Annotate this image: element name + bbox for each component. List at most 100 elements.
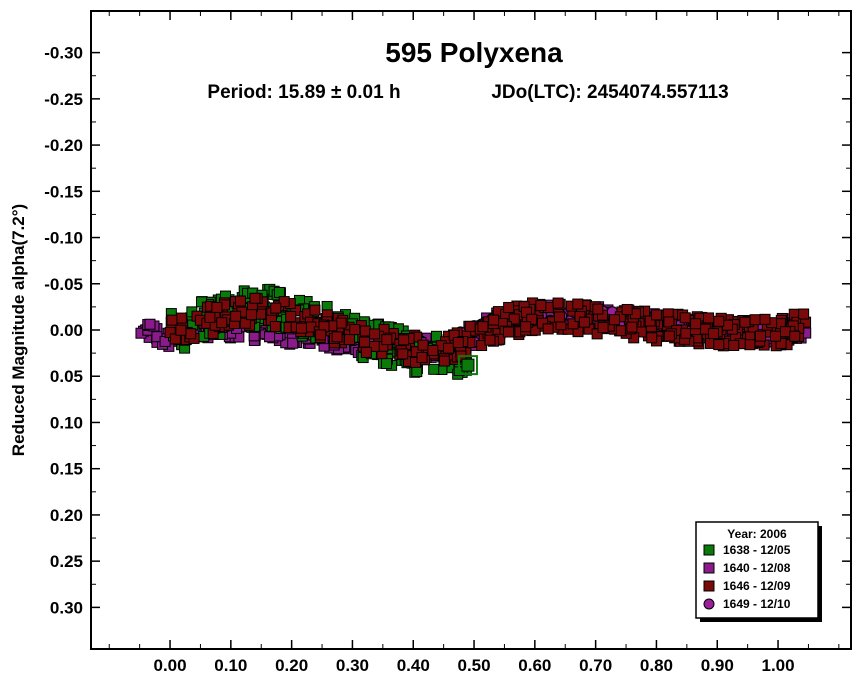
legend-marker <box>703 544 715 556</box>
legend-box <box>695 521 819 619</box>
data-point <box>680 327 692 339</box>
data-point <box>335 317 347 329</box>
x-tick-label: 0.00 <box>153 656 186 675</box>
y-tick-label: -0.20 <box>44 136 83 155</box>
y-tick-label: -0.05 <box>44 275 83 294</box>
legend: Year: 2006 1638 - 12/05 1640 - 12/08 1646 … <box>695 521 822 622</box>
legend-label: 1649 - 12/10 <box>723 597 791 611</box>
legend-title: Year: 2006 <box>727 527 787 541</box>
data-point <box>744 339 756 351</box>
data-point <box>464 320 476 332</box>
data-point <box>755 330 767 342</box>
data-point <box>278 296 290 308</box>
data-point <box>175 312 187 324</box>
data-point <box>708 328 720 340</box>
data-point <box>526 313 538 325</box>
data-point <box>211 301 223 313</box>
x-tick-label: 0.50 <box>457 656 490 675</box>
x-tick-label: 1.00 <box>761 656 794 675</box>
data-point <box>175 324 187 336</box>
data-point <box>789 330 801 342</box>
data-point <box>484 334 496 346</box>
data-point <box>381 334 393 346</box>
data-point <box>488 314 500 326</box>
data-point <box>739 316 751 328</box>
data-point <box>775 337 787 349</box>
data-point <box>273 286 285 298</box>
data-point <box>295 322 307 334</box>
data-point <box>759 313 771 325</box>
data-point <box>427 344 439 356</box>
data-point <box>185 328 197 340</box>
legend-marker <box>703 580 715 592</box>
data-point <box>567 318 579 330</box>
data-point <box>398 334 410 346</box>
data-point <box>690 318 702 330</box>
data-point <box>621 303 633 315</box>
data-point <box>452 337 464 349</box>
x-tick-label: 0.90 <box>701 656 734 675</box>
x-tick-label: 0.40 <box>397 656 430 675</box>
data-point <box>416 352 428 364</box>
data-point <box>344 334 356 346</box>
y-tick-label: 0.05 <box>50 367 83 386</box>
x-tick-label: 0.70 <box>579 656 612 675</box>
data-point <box>443 342 455 354</box>
y-tick-label: 0.10 <box>50 413 83 432</box>
data-point <box>461 358 475 372</box>
data-point <box>644 315 656 327</box>
data-point <box>315 329 327 341</box>
data-point <box>234 295 246 307</box>
data-point <box>410 346 422 358</box>
data-points <box>135 283 812 380</box>
x-tick-label: 0.60 <box>518 656 551 675</box>
data-point <box>239 317 251 329</box>
data-point <box>713 315 725 327</box>
data-point <box>615 325 627 337</box>
data-point <box>679 312 691 324</box>
data-point <box>166 314 178 326</box>
data-point <box>309 304 321 316</box>
data-point <box>597 322 609 334</box>
y-tick-label: -0.30 <box>44 44 83 63</box>
y-axis-label: Reduced Magnitude alpha(7.2°) <box>9 204 28 456</box>
data-point <box>349 324 361 336</box>
y-tick-label: 0.00 <box>50 321 83 340</box>
data-point <box>216 317 228 329</box>
data-point <box>592 303 604 315</box>
highlighted-point <box>457 355 478 376</box>
data-point <box>230 310 242 322</box>
data-point <box>769 330 781 342</box>
data-point <box>552 297 564 309</box>
data-point <box>502 326 514 338</box>
data-point <box>626 321 638 333</box>
data-point <box>728 339 740 351</box>
data-point <box>578 316 590 328</box>
data-point <box>609 314 621 326</box>
data-point <box>703 312 715 324</box>
data-point <box>428 363 440 375</box>
y-axis-ticks: -0.30 -0.25 -0.20 -0.15 -0.10 -0.05 0.00 0.05 0.… <box>44 44 851 617</box>
y-tick-label: 0.20 <box>50 506 83 525</box>
data-point <box>359 336 371 348</box>
data-point <box>651 309 663 321</box>
data-point <box>360 346 372 358</box>
data-point <box>204 311 216 323</box>
chart-title: 595 Polyxena <box>385 37 563 68</box>
data-point <box>798 308 810 320</box>
data-point <box>553 311 565 323</box>
y-tick-label: -0.10 <box>44 229 83 248</box>
data-point <box>397 348 409 360</box>
data-point <box>285 310 297 322</box>
data-point <box>663 330 675 342</box>
data-point <box>779 326 791 338</box>
data-point <box>270 302 282 314</box>
data-point <box>359 325 371 337</box>
data-point <box>369 328 381 340</box>
data-point <box>646 332 658 344</box>
period-text: Period: 15.89 ± 0.01 h <box>207 82 400 103</box>
data-point <box>249 292 261 304</box>
legend-label: 1638 - 12/05 <box>723 543 791 557</box>
y-tick-label: -0.25 <box>44 90 83 109</box>
x-axis-ticks: 0.00 0.10 0.20 0.30 0.40 0.50 0.60 0.70 0.80 0.90… <box>108 11 840 675</box>
